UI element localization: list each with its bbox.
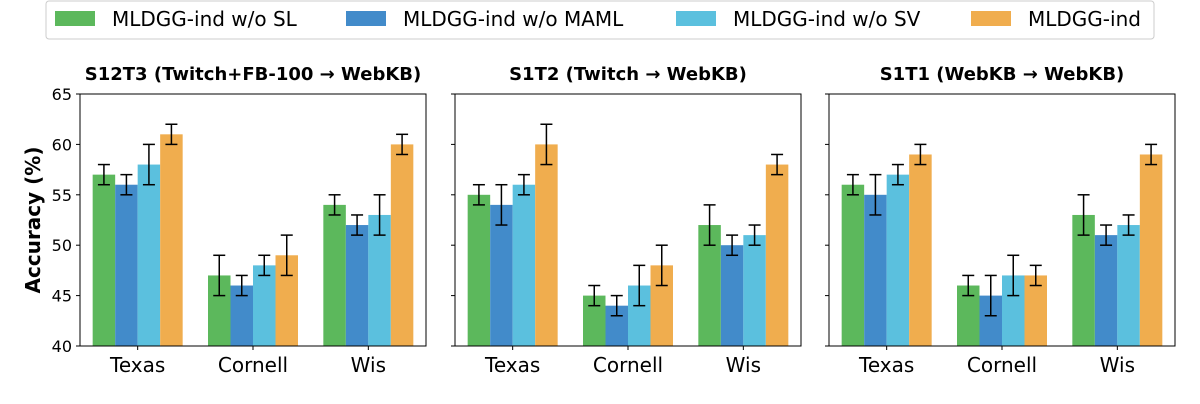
y-tick-label: 55 <box>52 186 72 205</box>
bar <box>230 285 253 346</box>
bar <box>1139 154 1163 346</box>
y-tick-label: 65 <box>52 85 72 104</box>
legend-label: MLDGG-ind w/o SL <box>112 7 298 31</box>
bar <box>886 174 910 346</box>
bar <box>208 275 231 346</box>
bar <box>345 225 369 346</box>
panel: S12T3 (Twitch+FB-100 → WebKB) Texas Cornel… <box>52 64 427 377</box>
x-tick-label: Texas <box>109 353 165 377</box>
legend-label: MLDGG-ind <box>1028 7 1141 31</box>
legend-frame <box>45 0 1155 40</box>
bar <box>275 255 298 346</box>
x-tick-label: Texas <box>858 353 914 377</box>
bar <box>1117 225 1140 346</box>
bar <box>115 184 138 346</box>
panel-title: S1T1 (WebKB → WebKB) <box>880 64 1125 85</box>
bar <box>368 214 391 346</box>
bar <box>909 154 932 346</box>
y-tick-label: 40 <box>52 337 72 356</box>
bar <box>765 164 789 346</box>
x-tick-label: Wis <box>1100 353 1135 377</box>
y-tick-label: 45 <box>52 287 72 306</box>
legend-swatch <box>346 11 386 26</box>
x-tick-label: Texas <box>484 353 540 377</box>
axes-frame <box>454 93 802 347</box>
y-axis-label: Accuracy (%) <box>21 147 45 294</box>
bar <box>583 295 606 346</box>
bar <box>490 204 513 346</box>
bar <box>467 194 491 346</box>
bar <box>323 204 346 346</box>
legend-label: MLDGG-ind w/o MAML <box>403 7 624 31</box>
bar <box>979 295 1002 346</box>
bar <box>957 285 980 346</box>
bar <box>1024 275 1047 346</box>
bar <box>841 184 865 346</box>
legend: MLDGG-ind w/o SL MLDGG-ind w/o MAML MLDGG-… <box>45 0 1155 40</box>
x-tick-label: Cornell <box>593 353 663 377</box>
panels: S12T3 (Twitch+FB-100 → WebKB) Texas Cornel… <box>52 64 1176 377</box>
bar <box>160 134 183 346</box>
x-tick-label: Wis <box>351 353 386 377</box>
bar <box>1094 235 1118 346</box>
x-tick-label: Wis <box>726 353 761 377</box>
x-tick-label: Cornell <box>218 353 288 377</box>
bar <box>390 144 414 346</box>
y-tick-label: 60 <box>52 135 72 154</box>
bar <box>743 235 766 346</box>
bar <box>720 245 744 346</box>
panel: S1T1 (WebKB → WebKB) Texas Cornell Wis <box>825 64 1176 377</box>
legend-label: MLDGG-ind w/o SV <box>733 7 921 31</box>
axes-frame <box>828 93 1176 347</box>
legend-swatch <box>971 11 1011 26</box>
bar <box>628 285 651 346</box>
legend-swatch <box>55 11 95 26</box>
bar <box>1072 214 1095 346</box>
y-tick-label: 50 <box>52 236 72 255</box>
bar <box>92 174 116 346</box>
bar <box>698 225 721 346</box>
panel-title: S1T2 (Twitch → WebKB) <box>509 64 747 85</box>
bar <box>137 164 161 346</box>
panel-title: S12T3 (Twitch+FB-100 → WebKB) <box>85 64 421 85</box>
legend-swatch <box>676 11 716 26</box>
axes-frame <box>79 93 427 347</box>
bar <box>1002 275 1025 346</box>
x-tick-label: Cornell <box>967 353 1037 377</box>
bar <box>512 184 536 346</box>
panel: S1T2 (Twitch → WebKB) Texas Cornell Wis <box>451 64 802 377</box>
bar <box>253 265 276 346</box>
bar <box>535 144 558 346</box>
bar <box>864 194 887 346</box>
